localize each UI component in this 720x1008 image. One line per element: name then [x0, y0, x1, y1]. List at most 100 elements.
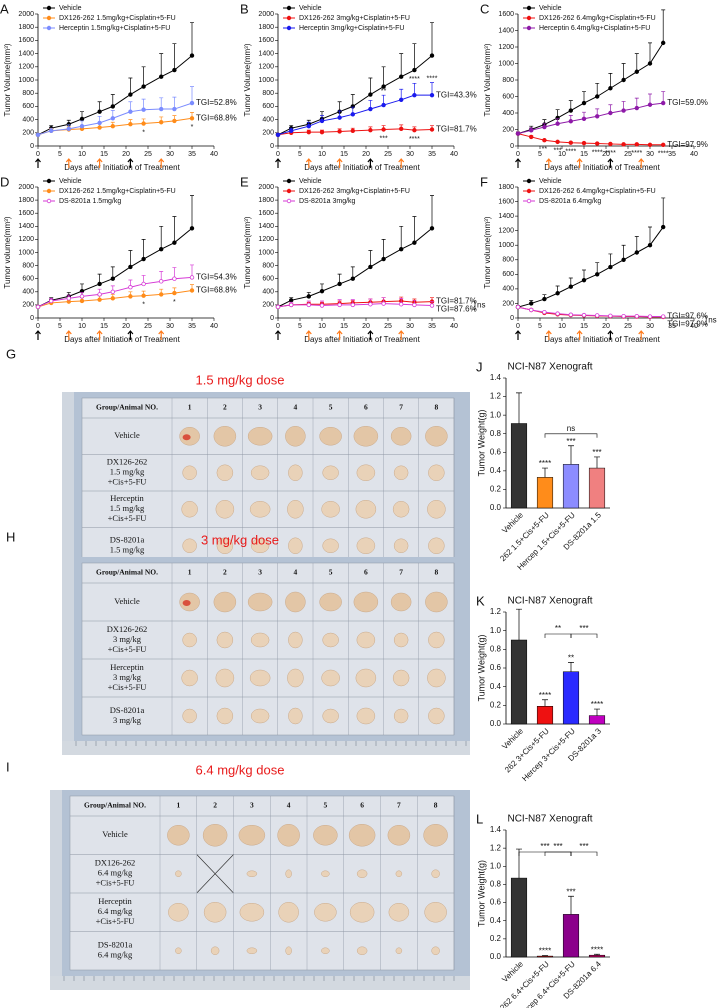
- series-line: [37, 102, 193, 136]
- tgi-label: TGI=59.0%: [667, 98, 708, 107]
- x-tick-label: 15: [580, 323, 588, 330]
- x-tick-label: 25: [144, 151, 152, 158]
- dose-arrow: [96, 330, 103, 340]
- y-tick-label: 1400: [18, 223, 34, 230]
- y-tick-label: 1600: [498, 11, 514, 18]
- bar: [562, 671, 580, 725]
- data-point: [172, 106, 177, 112]
- significance: ****: [605, 150, 616, 157]
- data-point: [412, 92, 417, 98]
- y-tick-label: 400: [22, 289, 34, 296]
- dose-arrow: [545, 330, 552, 340]
- data-point: [634, 105, 639, 111]
- tumor: [238, 825, 266, 846]
- error-bar: [141, 66, 146, 87]
- data-point: [66, 296, 71, 301]
- legend-marker: [46, 178, 52, 184]
- bracket-label: **: [555, 624, 561, 633]
- tumor: [246, 870, 258, 877]
- y-tick-label: 0.8: [490, 644, 502, 653]
- tumor: [428, 707, 445, 725]
- data-point: [368, 92, 373, 97]
- data-point: [581, 312, 587, 318]
- y-axis-label: Tumor volume(mm³): [483, 216, 492, 288]
- tumor: [353, 591, 379, 613]
- bar: [588, 954, 606, 958]
- significance: ****: [539, 947, 551, 956]
- data-point: [158, 106, 164, 112]
- row-label: Herceptin: [110, 662, 144, 672]
- column-number: 3: [258, 568, 262, 577]
- panel-letter: K: [476, 593, 485, 608]
- error-bar: [568, 445, 574, 465]
- dose-arrow: [545, 158, 552, 168]
- data-point: [621, 77, 626, 83]
- y-tick-label: 0.6: [490, 898, 502, 907]
- error-bar: [430, 22, 434, 56]
- panel-letter: A: [0, 1, 9, 16]
- dose-arrow: [607, 158, 614, 168]
- tumor: [288, 707, 303, 725]
- y-tick-label: 200: [22, 130, 34, 137]
- data-point: [368, 106, 373, 112]
- y-tick-label: 1000: [498, 242, 514, 249]
- series-line: [37, 55, 193, 136]
- y-tick-label: 800: [502, 257, 514, 264]
- error-bar: [621, 244, 626, 260]
- dose-arrow: [305, 330, 312, 340]
- y-tick-label: 1800: [258, 197, 274, 204]
- legend-label: DX126-262 3mg/kg+Cisplatin+5-FU: [299, 188, 410, 195]
- x-tick-label: 5: [298, 323, 302, 330]
- table: [81, 397, 455, 565]
- tumor: [356, 869, 368, 878]
- tumor: [202, 824, 228, 847]
- x-tick-label: 35: [428, 151, 436, 158]
- data-point: [128, 264, 133, 270]
- bar: [562, 914, 580, 958]
- y-tick-label: 1200: [258, 64, 274, 71]
- row-label: Vehicle: [114, 596, 140, 606]
- data-point: [595, 114, 600, 119]
- data-point: [141, 107, 146, 112]
- y-tick-label: 2000: [258, 184, 274, 191]
- data-point: [97, 292, 102, 297]
- photo-title: 1.5 mg/kg dose: [196, 372, 285, 387]
- dose-arrow: [158, 330, 165, 340]
- y-tick-label: 1.2: [490, 843, 502, 852]
- tumor: [353, 426, 379, 447]
- legend-marker: [526, 25, 532, 31]
- x-tick-label: 0: [36, 151, 40, 158]
- tgi-label: TGI=68.8%: [196, 286, 237, 295]
- error-bar: [190, 195, 194, 229]
- column-number: 8: [435, 403, 439, 412]
- series-line: [517, 306, 664, 318]
- x-tick-label: 10: [318, 151, 326, 158]
- data-point: [568, 119, 573, 124]
- data-point: [381, 256, 386, 262]
- x-tick-label: 15: [340, 323, 348, 330]
- data-point: [97, 125, 102, 130]
- data-point: [350, 302, 355, 308]
- data-point: [306, 294, 311, 299]
- error-bar: [399, 53, 404, 77]
- bar: [510, 877, 528, 958]
- x-tick-label: 10: [318, 323, 326, 330]
- panel-letter: J: [476, 359, 483, 374]
- data-point: [661, 224, 666, 230]
- y-tick-label: 0: [510, 143, 514, 150]
- tumor: [393, 632, 409, 648]
- y-tick-label: 1400: [18, 50, 34, 57]
- data-point: [189, 288, 195, 293]
- x-tick-label: 15: [100, 151, 108, 158]
- data-point: [555, 291, 560, 296]
- x-tick-label: 40: [450, 151, 458, 158]
- tgi-label: TGI=97.6%: [667, 312, 708, 321]
- error-bar: [159, 53, 164, 77]
- legend-marker: [526, 15, 532, 21]
- y-tick-label: 400: [502, 286, 514, 293]
- error-bar: [594, 708, 600, 716]
- data-point: [399, 126, 404, 132]
- series-line: [277, 94, 432, 136]
- data-point: [381, 102, 386, 108]
- tumor: [213, 591, 237, 613]
